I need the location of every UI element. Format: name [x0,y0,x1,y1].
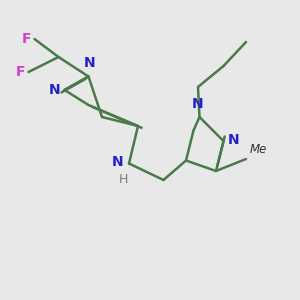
Text: N: N [48,83,60,97]
Text: Me: Me [250,143,267,156]
Text: H: H [119,173,128,186]
Text: N: N [112,155,124,169]
Text: N: N [192,97,204,111]
Text: F: F [22,32,32,46]
Text: F: F [16,65,26,79]
Text: N: N [228,133,240,146]
Text: N: N [84,56,96,70]
